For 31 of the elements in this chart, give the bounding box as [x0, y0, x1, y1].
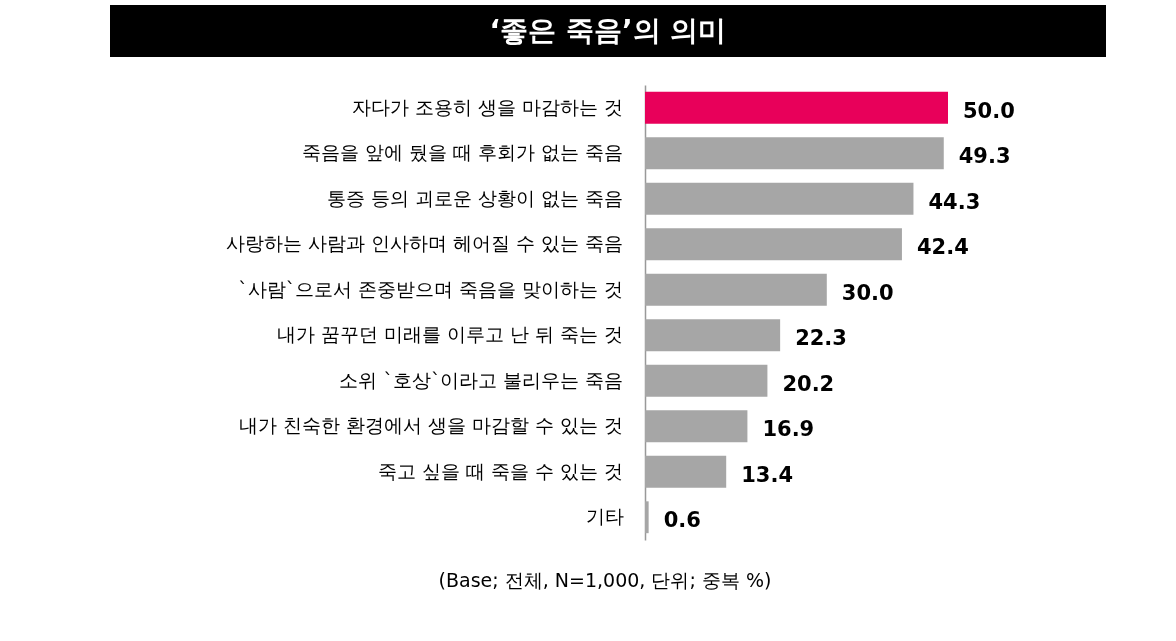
bar: [645, 91, 948, 124]
bar: [645, 137, 944, 170]
bar: [645, 182, 914, 215]
data-label: 42.4: [916, 235, 969, 260]
text: (Base; 전체, N=1,000, 단위; 중복 %): [438, 568, 772, 593]
y-tick-label: 소위 `호상`이라고 불리우는 죽음: [339, 368, 624, 391]
y-tick-label: 죽음을 앞에 뒀을 때 후회가 없는 죽음: [302, 141, 624, 164]
y-tick-label: 기타: [585, 505, 624, 528]
data-label: 44.3: [928, 189, 981, 214]
data-label: 20.2: [782, 371, 835, 396]
bar: [645, 228, 902, 261]
bar: [645, 501, 649, 534]
bar: [645, 319, 781, 352]
y-tick-label: 통증 등의 괴로운 상황이 없는 죽음: [327, 186, 624, 209]
y-tick-label: 죽고 싶을 때 죽을 수 있는 것: [378, 459, 624, 482]
data-label: 22.3: [795, 326, 847, 351]
data-label: 13.4: [741, 462, 794, 487]
bar: [645, 273, 827, 306]
y-tick-label: 내가 친숙한 환경에서 생을 마감할 수 있는 것: [239, 414, 624, 437]
data-label: 16.9: [762, 417, 815, 442]
bar: [645, 455, 727, 488]
y-tick-label: 자다가 조용히 생을 마감하는 것: [352, 95, 624, 118]
data-label: 49.3: [958, 144, 1011, 169]
y-tick-label: `사람`으로서 존중받으며 죽음을 맞이하는 것: [238, 277, 624, 300]
bar: [645, 410, 748, 443]
y-tick-label: 사랑하는 사람과 인사하며 헤어질 수 있는 죽음: [226, 232, 624, 255]
data-label: 50.0: [963, 98, 1015, 123]
y-tick-label: 내가 꿈꾸던 미래를 이루고 난 뒤 죽는 것: [277, 323, 624, 346]
data-label: 30.0: [841, 280, 894, 305]
bar: [645, 364, 768, 397]
data-label: 0.6: [663, 508, 701, 533]
